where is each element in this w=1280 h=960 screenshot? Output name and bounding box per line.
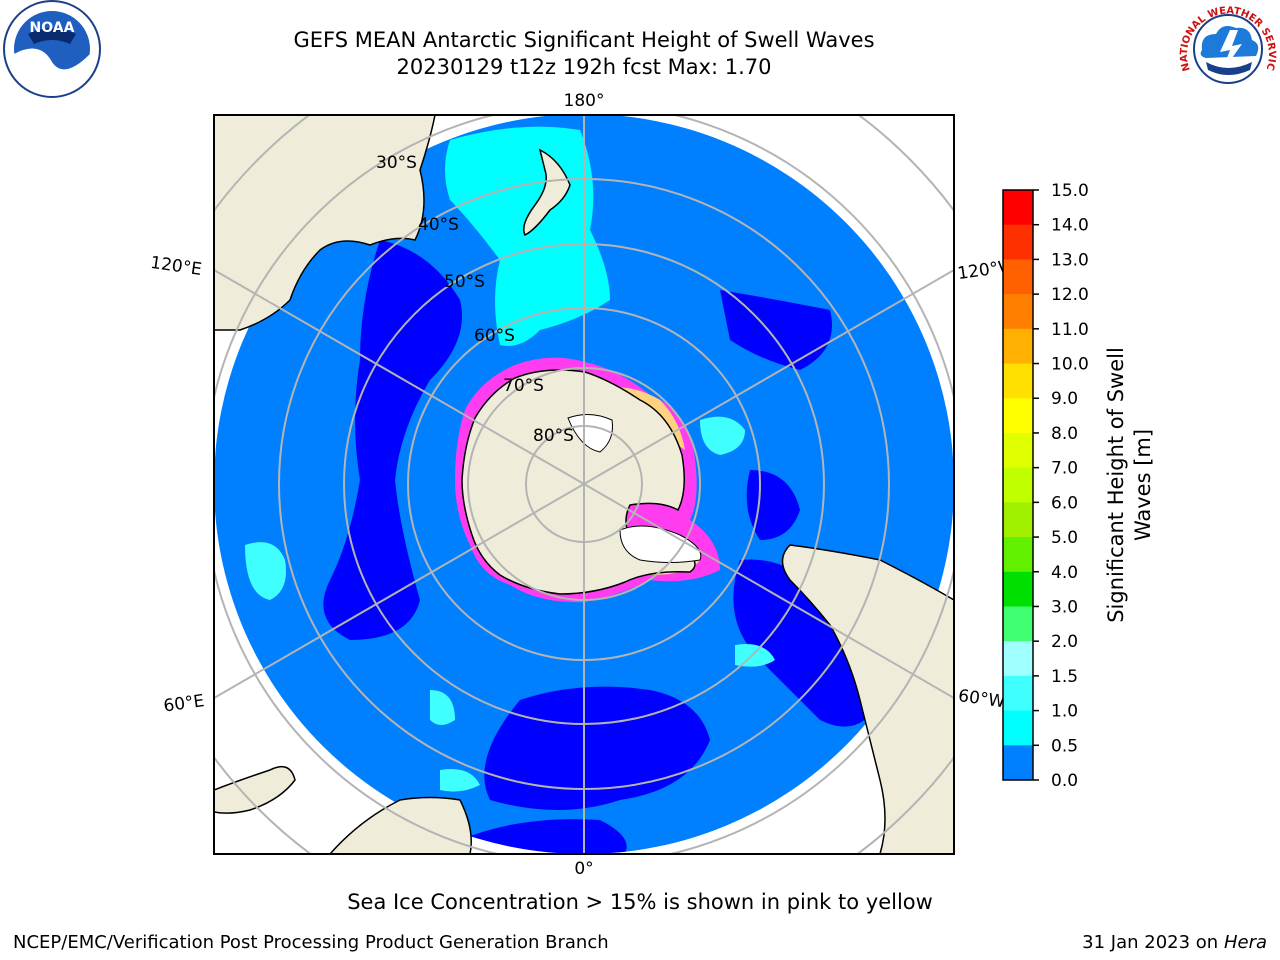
parallel-label-80s: 80°S xyxy=(533,426,574,446)
colorbar-frame xyxy=(1002,189,1034,781)
colorbar-segment xyxy=(1003,363,1033,399)
madagascar-land xyxy=(214,765,296,814)
colorbar-segment xyxy=(1003,641,1033,677)
nws-logo-icon: NATIONAL WEATHER SERVICE xyxy=(1176,0,1277,96)
colorbar-tick-label: 15.0 xyxy=(1051,181,1089,201)
chart-title: GEFS MEAN Antarctic Significant Height o… xyxy=(293,28,875,52)
colorbar-segment xyxy=(1003,432,1033,469)
parallel-label-70s: 70°S xyxy=(503,376,544,396)
chart-subtitle: 20230129 t12z 192h fcst Max: 1.70 xyxy=(396,55,772,79)
colorbar-tick-label: 10.0 xyxy=(1051,355,1089,375)
colorbar-segment xyxy=(1003,502,1033,538)
colorbar-tick-label: 11.0 xyxy=(1051,320,1089,340)
footer-date-text: 31 Jan 2023 on xyxy=(1082,932,1224,953)
colorbar-tick-label: 0.0 xyxy=(1051,771,1078,791)
colorbar-segment xyxy=(1003,190,1033,226)
footer-system-name: Hera xyxy=(1223,932,1267,953)
colorbar-segment xyxy=(1003,294,1033,330)
parallel-label-50s: 50°S xyxy=(444,272,485,292)
colorbar-tick-label: 14.0 xyxy=(1051,216,1089,236)
colorbar-tick-label: 2.0 xyxy=(1051,632,1078,652)
australia-land xyxy=(214,115,436,331)
parallel-label-30s: 30°S xyxy=(376,153,417,173)
colorbar-tick-label: 13.0 xyxy=(1051,250,1089,270)
colorbar-segment xyxy=(1003,259,1033,295)
colorbar-tick-label: 3.0 xyxy=(1051,597,1078,617)
meridian-label-top: 180° xyxy=(564,91,605,111)
south-america-land xyxy=(781,544,954,854)
colorbar-segment xyxy=(1003,606,1033,642)
colorbar-segment xyxy=(1003,537,1033,573)
colorbar-tick-label: 5.0 xyxy=(1051,528,1078,548)
low-swell-region-south-atlantic xyxy=(484,686,710,810)
meridian-label-upper-left: 120°E xyxy=(149,253,203,280)
colorbar-segment xyxy=(1003,398,1033,434)
colorbar-tick-label: 9.0 xyxy=(1051,389,1078,409)
cyan-swell-region-south-3 xyxy=(440,769,480,792)
colorbar-tick-label: 1.5 xyxy=(1051,667,1078,687)
colorbar: 15.0 14.0 13.0 12.0 11.0 10.0 9.0 8.0 7.0 6.0 5.0 4… xyxy=(1002,181,1089,791)
colorbar-tick-label: 8.0 xyxy=(1051,424,1078,444)
africa-land xyxy=(328,796,472,854)
colorbar-title-line2: Waves [m] xyxy=(1131,429,1155,541)
ross-ice-shelf xyxy=(567,414,613,453)
parallel-label-40s: 40°S xyxy=(418,215,459,235)
footer-date: 31 Jan 2023 on Hera xyxy=(1082,932,1267,953)
svg-text:NOAA: NOAA xyxy=(30,20,75,36)
meridian-label-lower-left: 60°E xyxy=(162,691,205,716)
cyan-swell-region-south xyxy=(430,690,455,725)
colorbar-segment xyxy=(1003,710,1033,746)
footer-credit: NCEP/EMC/Verification Post Processing Pr… xyxy=(13,932,609,953)
cyan-swell-region-west xyxy=(245,542,286,600)
colorbar-tick-label: 6.0 xyxy=(1051,493,1078,513)
colorbar-segment xyxy=(1003,328,1033,365)
colorbar-segment xyxy=(1003,224,1033,260)
colorbar-title-line1: Significant Height of Swell xyxy=(1104,347,1128,623)
colorbar-segment xyxy=(1003,571,1033,607)
colorbar-tick-label: 1.0 xyxy=(1051,702,1078,722)
colorbar-segment xyxy=(1003,745,1033,781)
graticule-meridians xyxy=(214,115,954,854)
colorbar-tick-label: 0.5 xyxy=(1051,736,1078,756)
map-frame xyxy=(213,114,955,855)
colorbar-tick-label: 7.0 xyxy=(1051,459,1078,479)
parallel-label-60s: 60°S xyxy=(474,326,515,346)
cyan-swell-region-east xyxy=(700,416,745,455)
low-swell-region-near-sa xyxy=(733,559,880,727)
noaa-logo-icon: NOAA xyxy=(3,0,101,98)
colorbar-tick-label: 12.0 xyxy=(1051,285,1089,305)
colorbar-tick-label: 4.0 xyxy=(1051,563,1078,583)
meridian-label-lower-right: 60°W xyxy=(957,686,1006,712)
meridian-label-bottom: 0° xyxy=(574,859,593,879)
antarctica-land xyxy=(461,369,696,595)
colorbar-segment xyxy=(1003,675,1033,712)
low-swell-region-indian xyxy=(323,240,462,640)
colorbar-segment xyxy=(1003,467,1033,503)
sea-ice-caption: Sea Ice Concentration > 15% is shown in … xyxy=(347,890,933,914)
new-zealand-land xyxy=(523,148,571,237)
